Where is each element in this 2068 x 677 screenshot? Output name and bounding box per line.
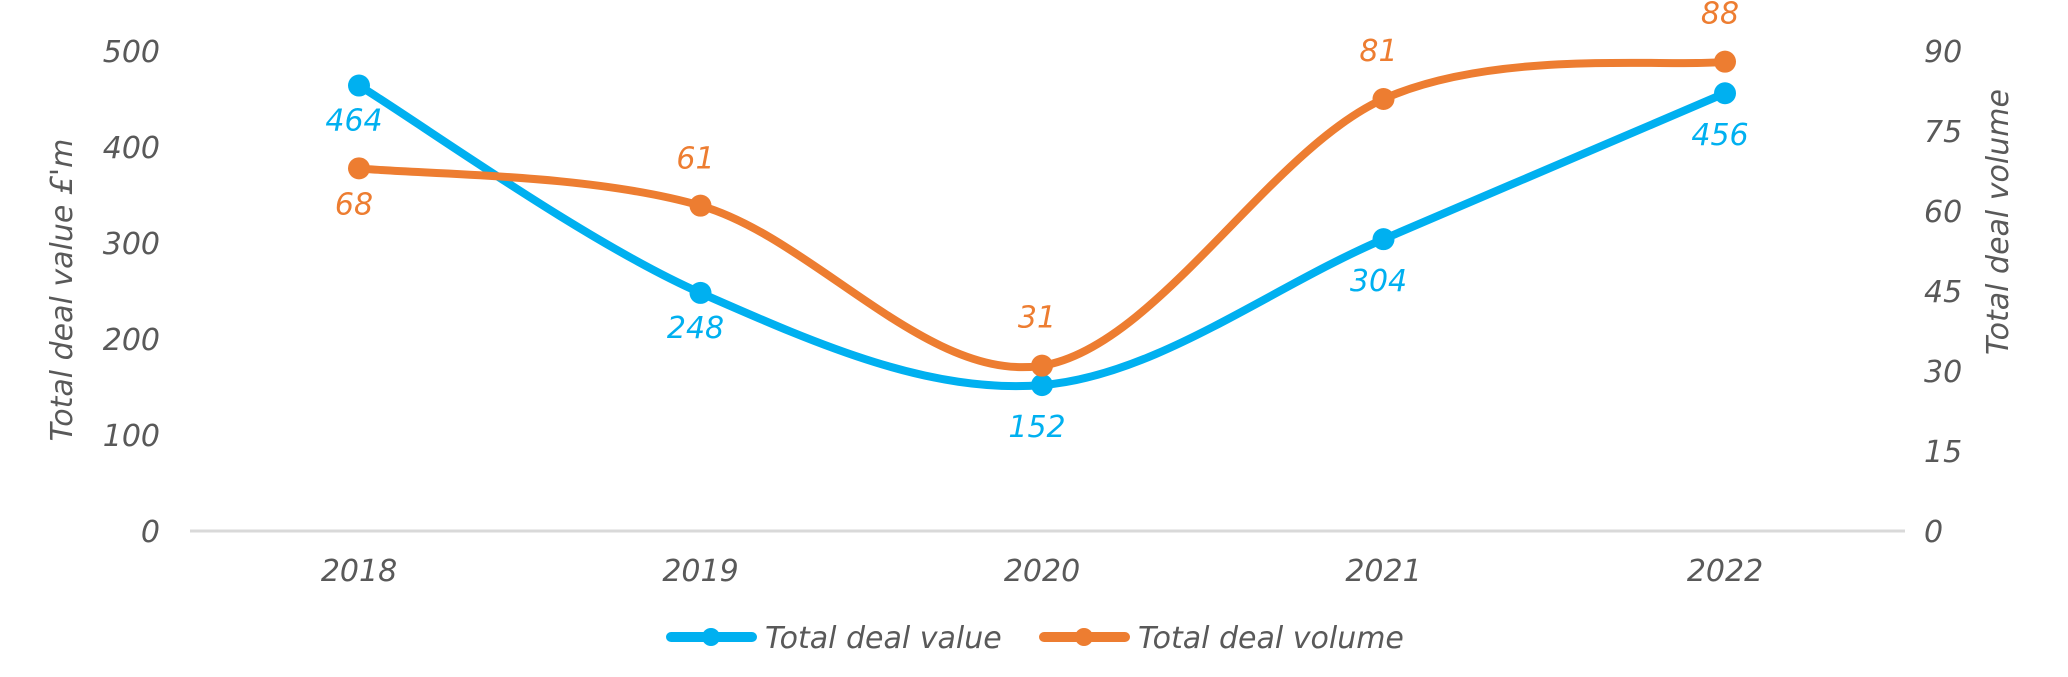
right-tick-label: 30 [1924,355,1962,390]
right-tick-label: 90 [1924,35,1962,70]
x-tick-label: 2020 [1004,554,1080,589]
data-point-marker[interactable] [689,194,712,217]
data-label: 81 [1359,34,1397,69]
data-point-marker[interactable] [348,74,370,97]
left-tick-label: 100 [103,419,160,454]
series-line [355,81,1729,391]
data-label: 88 [1701,0,1739,32]
data-label: 61 [676,142,714,177]
right-tick-label: 60 [1924,195,1962,230]
data-label: 68 [335,187,373,222]
data-label: 31 [1018,301,1056,336]
legend-label: Total deal value [765,621,1002,656]
series-layer: 464 248 152 304 456 68 61 31 81 88 [325,0,1748,445]
series-total-deal-volume: 68 61 31 81 88 [335,0,1739,377]
data-label: 152 [1008,410,1065,445]
right-axis-title: Total deal volume [1981,89,2016,355]
data-point-marker[interactable] [1031,354,1053,377]
left-axis-title: Total deal value £'m [45,139,80,442]
data-label: 456 [1691,118,1748,153]
series-total-deal-value: 464 248 152 304 456 [325,74,1749,445]
data-point-marker[interactable] [348,157,370,180]
data-point-marker[interactable] [689,281,712,304]
x-tick-label: 2021 [1345,554,1421,589]
legend-entry-total-deal-volume[interactable]: Total deal volume [1039,621,1404,656]
data-label: 464 [325,104,382,139]
right-axis-ticks: 0 15 30 45 60 75 90 [1924,35,1962,550]
data-label: 248 [667,311,724,346]
left-tick-label: 500 [103,35,160,70]
data-point-marker[interactable] [1031,374,1053,397]
legend-swatch-marker [1075,628,1093,646]
data-point-marker[interactable] [1372,88,1395,110]
right-tick-label: 0 [1924,515,1943,550]
data-point-marker[interactable] [1372,228,1395,251]
right-tick-label: 45 [1924,275,1962,310]
legend-entry-total-deal-value[interactable]: Total deal value [666,621,1002,656]
data-point-marker[interactable] [1714,82,1736,105]
legend-label: Total deal volume [1138,621,1404,656]
left-axis-ticks: 0 100 200 300 400 500 [103,35,160,550]
data-point-marker[interactable] [1714,50,1736,73]
data-label: 304 [1350,264,1407,299]
left-tick-label: 200 [103,323,160,358]
x-tick-label: 2022 [1687,554,1763,589]
right-tick-label: 75 [1924,115,1962,150]
legend: Total deal value Total deal volume [666,621,1404,656]
x-tick-label: 2019 [662,554,738,589]
x-tick-label: 2018 [321,554,397,589]
left-tick-label: 300 [103,227,160,262]
right-tick-label: 15 [1924,435,1962,470]
left-tick-label: 0 [141,515,160,550]
x-axis-ticks: 2018 2019 2020 2021 2022 [321,554,1763,589]
left-tick-label: 400 [103,131,160,166]
legend-swatch-marker [702,628,720,646]
